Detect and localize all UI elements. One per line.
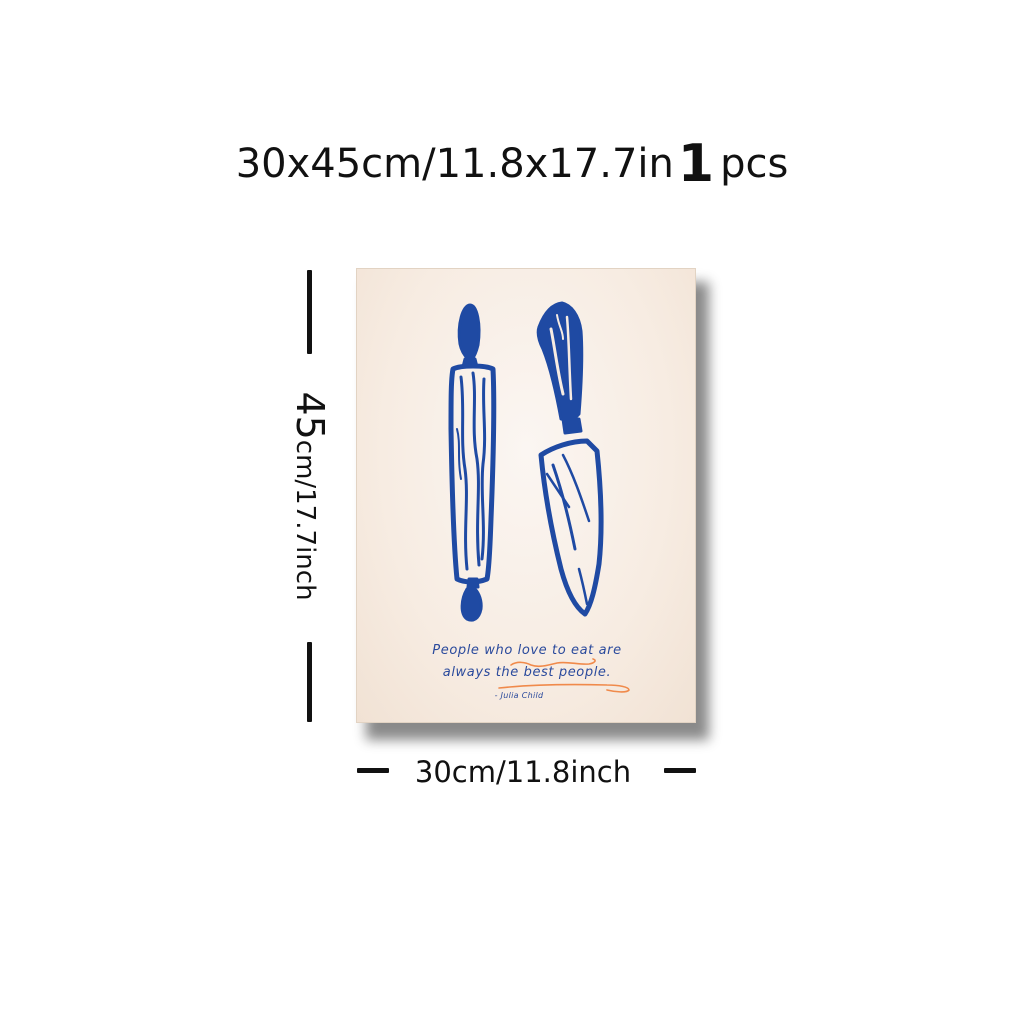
quote-author: - Julia Child [494,691,544,700]
poster-print: People who love to eat are always the be… [356,268,696,723]
height-marker-top-bar [307,270,312,354]
quote-line-1: People who love to eat are [432,643,622,658]
kitchen-tools-illustration [448,301,630,693]
height-marker-bottom-bar [307,642,312,722]
chef-knife-illustration [536,301,604,617]
width-label: 30cm/11.8inch [414,755,632,789]
rolling-pin-illustration [448,303,497,622]
height-number: 45 [288,391,332,440]
quote-line-2: always the best people. [442,665,612,680]
width-marker-right-bar [664,768,696,773]
width-marker-left-bar [357,768,389,773]
height-unit-text: cm/17.7inch [290,439,320,601]
dimensions-text: 30x45cm/11.8x17.7in [235,141,674,187]
height-label: 45cm/17.7inch [288,366,332,626]
quote-underlines [498,658,630,693]
quantity-unit: pcs [720,141,789,187]
size-headline: 30x45cm/11.8x17.7in1 pcs [0,138,1024,190]
quantity-number: 1 [677,134,715,194]
